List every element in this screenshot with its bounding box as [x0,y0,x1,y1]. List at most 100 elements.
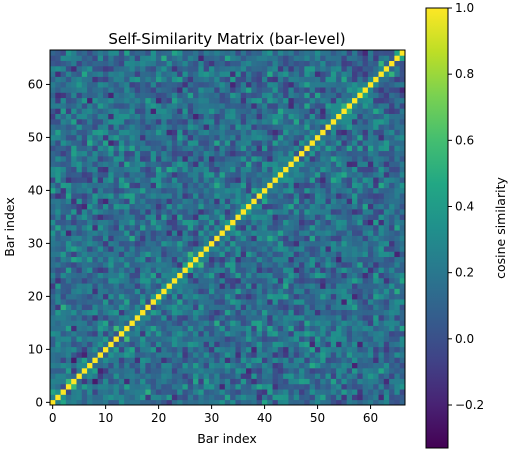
heatmap-cell [341,336,348,342]
heatmap-cell [272,55,279,61]
heatmap-cell [118,246,125,252]
heatmap-cell [87,336,93,342]
heatmap-cell [145,55,152,61]
heatmap-cell [187,336,194,342]
heatmap-cell [193,219,199,226]
heatmap-cell [87,283,93,289]
heatmap-cell [87,314,93,321]
heatmap-cell [193,314,199,321]
heatmap-cell [277,92,284,99]
heatmap-cell [283,336,289,342]
heatmap-cell [293,272,300,279]
heatmap-cell [124,357,130,364]
heatmap-cell [71,394,77,401]
heatmap-cell [81,134,88,141]
heatmap-cell [341,108,348,114]
heatmap-cell [336,325,342,332]
heatmap-cell [124,87,130,93]
heatmap-cell [113,145,120,152]
heatmap-cell [357,118,364,125]
heatmap-cell [256,272,263,279]
heatmap-cell [182,346,189,353]
heatmap-cell [161,309,167,316]
heatmap-cell [256,399,263,406]
heatmap-cell [330,272,337,279]
heatmap-cell [134,155,141,162]
heatmap-cell [166,251,173,258]
heatmap-cell [71,71,77,77]
heatmap-cell [293,304,300,311]
heatmap-cell [92,166,99,173]
heatmap-cell [246,177,252,183]
heatmap-cell [261,76,268,83]
heatmap-cell [214,330,220,337]
heatmap-cell [203,267,210,273]
heatmap-cell [224,219,231,226]
heatmap-cell [330,299,337,305]
heatmap-cell [309,357,316,364]
heatmap-cell [399,208,406,215]
heatmap-cell [60,235,67,242]
heatmap-cell [336,76,342,83]
heatmap-cell [314,261,321,268]
heatmap-cell [357,166,364,173]
heatmap-cell [240,161,247,167]
heatmap-cell [193,87,199,93]
heatmap-cell [92,92,99,99]
heatmap-cell [81,256,88,263]
heatmap-cell [261,145,268,152]
heatmap-cell [383,113,390,120]
heatmap-cell [161,145,167,152]
heatmap-cell [76,71,83,77]
heatmap-cell [330,108,337,114]
heatmap-cell [81,314,88,321]
heatmap-cell [288,299,295,305]
heatmap-cell [208,367,215,374]
heatmap-cell [193,118,199,125]
heatmap-cell [389,214,395,220]
heatmap-cell [219,71,226,77]
heatmap-cell [55,97,61,104]
heatmap-cell [367,81,374,88]
heatmap-cell [177,373,183,379]
heatmap-cell [314,367,321,374]
heatmap-cell [129,367,136,374]
heatmap-cell [198,81,205,88]
heatmap-cell [235,102,242,109]
heatmap-cell [166,235,173,242]
heatmap-cell [256,235,263,242]
heatmap-cell [246,124,252,130]
heatmap-cell [81,235,88,242]
heatmap-cell [81,261,88,268]
heatmap-cell [92,325,99,332]
heatmap-cell [256,118,263,125]
heatmap-cell [92,394,99,401]
heatmap-cell [230,214,236,220]
heatmap-cell [55,330,61,337]
heatmap-cell [214,283,220,289]
heatmap-cell [336,341,342,348]
heatmap-cell [65,230,72,236]
heatmap-cell [283,177,289,183]
heatmap-cell [203,60,210,67]
heatmap-cell [325,261,332,268]
heatmap-cell [256,65,263,72]
heatmap-cell [198,378,205,385]
heatmap-cell [113,304,120,311]
heatmap-cell [150,65,157,72]
heatmap-cell [288,293,295,300]
heatmap-cell [155,246,162,252]
heatmap-cell [293,352,300,358]
heatmap-cell [362,102,369,109]
heatmap-cell [118,251,125,258]
heatmap-cell [161,325,167,332]
heatmap-cell [177,97,183,104]
heatmap-cell [256,288,263,295]
heatmap-cell [240,87,247,93]
heatmap-cell [81,187,88,194]
heatmap-cell [208,140,215,146]
heatmap-cell [203,219,210,226]
heatmap-cell [140,97,146,104]
heatmap-cell [50,50,56,56]
heatmap-cell [299,299,305,305]
